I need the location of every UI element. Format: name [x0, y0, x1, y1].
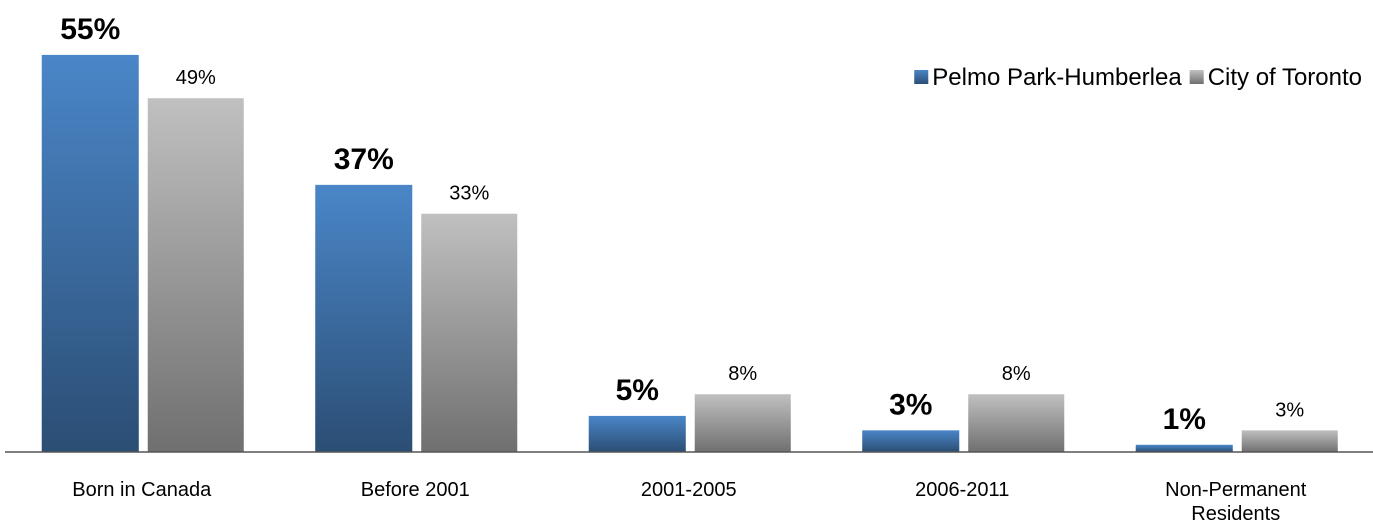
- legend-label: Pelmo Park-Humberlea: [932, 64, 1182, 91]
- bar: [1135, 444, 1233, 452]
- x-tick-label: Non-Permanent Residents: [1165, 479, 1307, 525]
- value-label: 37%: [334, 143, 394, 176]
- value-label: 8%: [728, 363, 757, 385]
- value-label: 8%: [1002, 363, 1031, 385]
- value-label: 49%: [176, 67, 216, 89]
- legend-swatch-shade: [1189, 70, 1204, 84]
- legend-swatch-shade: [914, 70, 929, 84]
- legend-label: City of Toronto: [1208, 64, 1362, 91]
- x-tick-label: 2001-2005: [640, 479, 737, 501]
- value-label: 1%: [1163, 403, 1206, 436]
- bar: [1241, 430, 1338, 452]
- x-tick-label: Before 2001: [360, 479, 470, 501]
- bar: [588, 415, 686, 452]
- x-tick-label: Born in Canada: [72, 479, 212, 501]
- value-label: 5%: [616, 374, 659, 407]
- bar: [147, 98, 244, 452]
- value-label: 3%: [1275, 399, 1304, 421]
- value-label: 33%: [449, 183, 489, 205]
- value-label: 55%: [60, 13, 120, 46]
- bar: [862, 430, 960, 452]
- bar: [694, 394, 791, 452]
- bar: [315, 184, 413, 453]
- bar: [421, 213, 518, 452]
- bar: [41, 54, 139, 453]
- x-tick-label: 2006-2011: [915, 479, 1010, 501]
- value-label: 3%: [889, 388, 932, 421]
- bar: [968, 394, 1065, 452]
